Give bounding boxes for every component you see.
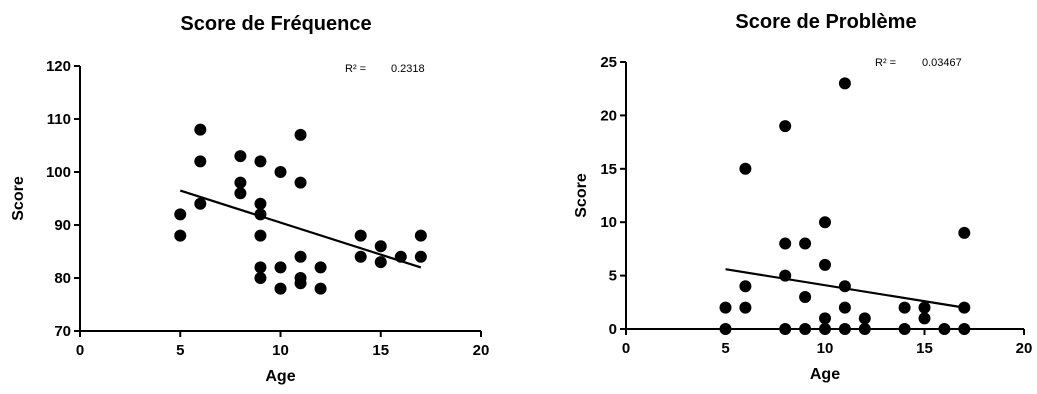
data-point — [819, 323, 831, 335]
data-point — [739, 280, 752, 293]
y-tick-label: 100 — [46, 164, 71, 181]
data-point — [838, 301, 851, 314]
data-point — [174, 229, 187, 242]
chart-title: Score de Problème — [735, 11, 916, 33]
x-tick-label: 0 — [622, 340, 630, 357]
y-axis-label: Score — [573, 173, 590, 218]
data-point — [898, 301, 911, 314]
data-point — [374, 240, 387, 253]
data-point — [838, 323, 851, 335]
data-point — [918, 312, 931, 325]
y-tick-label: 120 — [46, 58, 71, 75]
data-point — [254, 155, 267, 168]
data-point — [958, 226, 971, 239]
data-point — [838, 77, 851, 90]
y-axis-label: Score — [10, 176, 27, 221]
data-point — [414, 250, 427, 263]
y-tick-label: 10 — [600, 214, 617, 231]
data-point — [314, 261, 327, 274]
data-point — [799, 290, 812, 303]
regression-line — [179, 189, 422, 269]
x-tick-label: 5 — [721, 340, 729, 357]
data-point — [254, 261, 267, 274]
data-point — [799, 237, 812, 250]
data-point — [918, 301, 931, 314]
data-point — [354, 229, 367, 242]
x-tick-label: 10 — [817, 340, 834, 357]
x-axis-label: Age — [265, 368, 295, 385]
data-point — [234, 176, 247, 189]
data-point — [898, 323, 911, 335]
data-point — [174, 208, 187, 221]
data-point — [414, 229, 427, 242]
chart-2: Score de Problème 0 5 10 15 20 25 0 5 10 15 20 Age Sc… — [573, 11, 1032, 383]
y-tick-label: 25 — [600, 54, 617, 71]
data-point — [294, 250, 307, 263]
data-point — [779, 323, 792, 335]
data-point — [739, 301, 752, 314]
x-tick-label: 10 — [272, 342, 289, 359]
data-point — [838, 280, 851, 293]
data-point — [938, 323, 951, 335]
regression-line — [725, 268, 965, 309]
data-point — [294, 277, 307, 290]
data-point — [274, 282, 287, 295]
data-point — [274, 261, 287, 274]
data-point — [274, 166, 287, 178]
data-point — [194, 123, 207, 136]
y-tick-label: 110 — [47, 111, 71, 128]
y-tick-label: 15 — [600, 161, 617, 178]
data-point — [958, 323, 971, 335]
data-point — [354, 250, 367, 263]
y-tick-label: 5 — [609, 268, 617, 285]
x-axis-label: Age — [810, 366, 840, 383]
data-point — [254, 229, 267, 242]
x-tick-label: 0 — [76, 342, 84, 359]
data-point — [194, 197, 207, 210]
data-point — [234, 187, 247, 200]
data-point — [314, 282, 327, 295]
data-point — [819, 216, 831, 229]
chart-title: Score de Fréquence — [180, 13, 371, 35]
data-point — [374, 256, 387, 269]
r2-value: 0.03467 — [922, 57, 962, 69]
r2-value: 0.2318 — [391, 63, 425, 75]
data-point — [819, 258, 831, 271]
y-tick-label: 70 — [54, 323, 71, 340]
data-point — [819, 312, 831, 325]
data-point — [779, 237, 792, 250]
y-tick-label: 0 — [609, 321, 617, 338]
x-tick-label: 15 — [916, 340, 933, 357]
data-point — [294, 128, 307, 141]
data-point — [719, 323, 732, 335]
data-point — [858, 312, 871, 325]
x-tick-label: 20 — [473, 342, 490, 359]
r2-label: R² = — [345, 63, 366, 75]
y-tick-label: 80 — [54, 270, 71, 287]
data-point — [779, 120, 792, 133]
data-point — [719, 301, 732, 314]
x-tick-label: 20 — [1016, 340, 1033, 357]
chart-1: Score de Fréquence 70 80 90 100 110 120 0 5 10 15 2… — [10, 13, 489, 385]
data-point — [799, 323, 812, 335]
data-point — [234, 150, 247, 163]
x-tick-label: 5 — [176, 342, 184, 359]
data-point — [294, 176, 307, 189]
y-tick-label: 20 — [600, 107, 617, 124]
r2-label: R² = — [875, 57, 896, 69]
data-point — [254, 197, 267, 210]
x-tick-label: 15 — [372, 342, 389, 359]
data-point — [739, 162, 752, 175]
y-tick-label: 90 — [54, 217, 71, 234]
data-point — [254, 272, 267, 284]
data-point — [194, 155, 207, 168]
data-point — [858, 323, 871, 335]
